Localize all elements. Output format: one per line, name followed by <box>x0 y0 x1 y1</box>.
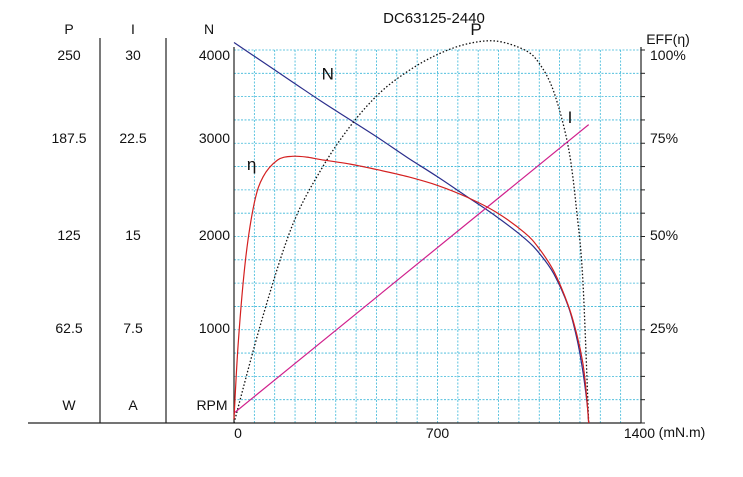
tick-label-p: 250 <box>57 47 81 63</box>
tick-label-p: 187.5 <box>51 130 86 146</box>
tick-label-x: 1400 <box>624 425 655 441</box>
right-axis-name: EFF(η) <box>646 31 690 47</box>
tick-label-eff: 75% <box>650 130 678 146</box>
series-line-p <box>233 40 590 424</box>
tick-label-p: 62.5 <box>55 320 82 336</box>
series-line-eff <box>233 155 590 424</box>
series-curves <box>233 40 590 424</box>
tick-label-n: 2000 <box>199 227 230 243</box>
tick-label-eff: 50% <box>650 227 678 243</box>
x-axis-label: (mN.m) <box>659 424 706 440</box>
axis-unit-i: A <box>128 397 138 413</box>
curve-label-i: I <box>568 108 573 127</box>
series-line-n <box>233 42 590 424</box>
axis-name-n: N <box>204 21 214 37</box>
axis-labels: P W 250 187.5 125 62.5 I A 30 22.5 15 7.5 N RPM 4000 30… <box>51 21 685 441</box>
tick-label-n: 3000 <box>199 130 230 146</box>
tick-label-i: 22.5 <box>119 130 146 146</box>
curve-labels: N P Iη <box>247 20 572 174</box>
curve-label-eff: η <box>247 155 256 174</box>
axes-frame <box>28 38 645 424</box>
series-line-i <box>233 124 590 414</box>
axis-name-p: P <box>64 21 73 37</box>
axis-unit-p: W <box>62 397 76 413</box>
tick-label-eff: 25% <box>650 320 678 336</box>
tick-label-i: 15 <box>125 227 141 243</box>
tick-label-i: 30 <box>125 47 141 63</box>
tick-label-p: 125 <box>57 227 81 243</box>
curve-label-n: N <box>322 65 334 84</box>
axis-unit-n: RPM <box>196 397 227 413</box>
axis-name-i: I <box>131 21 135 37</box>
tick-label-n: 1000 <box>199 320 230 336</box>
tick-label-eff: 100% <box>650 47 686 63</box>
tick-label-x: 0 <box>234 425 242 441</box>
tick-label-i: 7.5 <box>123 320 143 336</box>
curve-label-p: P <box>470 20 481 39</box>
chart-title: DC63125-2440 <box>383 10 485 27</box>
tick-label-n: 4000 <box>199 47 230 63</box>
tick-label-x: 700 <box>426 425 450 441</box>
